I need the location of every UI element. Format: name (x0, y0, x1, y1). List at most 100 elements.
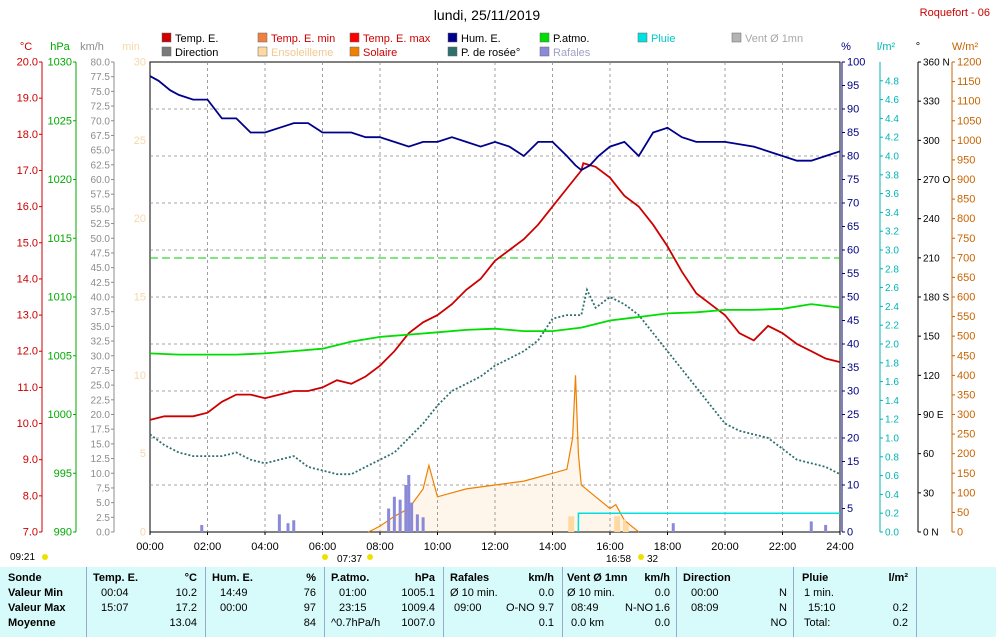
hum-min-time: 14:49 (220, 587, 248, 599)
dir-min-value: N (779, 587, 787, 599)
solar-axis-tick-label: 350 (957, 389, 975, 401)
col-gust-title: Rafales (450, 572, 490, 584)
rain-axis-tick-label: 2.4 (885, 302, 899, 313)
legend-swatch (731, 32, 742, 43)
bar-ensoleilleme (625, 524, 629, 532)
solar-axis-tick-label: 300 (957, 409, 975, 421)
bar-ensoleilleme (622, 519, 626, 532)
temp-min-value: 10.2 (175, 587, 197, 599)
wind-axis-tick-label: 35.0 (91, 322, 111, 333)
direction-axis-tick-label: 240 (923, 214, 940, 225)
rain-axis-tick-label: 0.8 (885, 452, 899, 463)
humidity-axis-tick-label: 90 (847, 104, 859, 116)
pressure-axis-tick-label: 1020 (48, 174, 72, 186)
pressure-axis-tick-label: 990 (54, 527, 72, 539)
weather-chart: lundi, 25/11/2019 Roquefort - 06 Temp. E… (10, 7, 990, 565)
rain-axis-tick-label: 3.4 (885, 208, 899, 219)
legend-swatch (637, 32, 648, 43)
table-separator (443, 567, 444, 637)
rain-axis-tick-label: 1.6 (885, 377, 899, 388)
bar-rafales (404, 485, 408, 532)
temp-axis-tick-label: 10.0 (17, 418, 38, 430)
col-temp-unit: °C (184, 572, 197, 584)
hum-average: 84 (303, 617, 316, 629)
solar-axis-tick-label: 400 (957, 370, 975, 382)
rain-axis-tick-label: 1.0 (885, 434, 899, 445)
pressure-axis-tick-label: 995 (54, 468, 72, 480)
wind-axis-tick-label: 12.5 (91, 454, 111, 465)
press-trend: ^0.7hPa/h (331, 617, 381, 629)
table-separator (324, 567, 325, 637)
solar-axis-tick-label: 0 (957, 527, 963, 539)
bar-rafales (809, 521, 813, 532)
humidity-axis-tick-label: 70 (847, 198, 859, 210)
humidity-axis-tick-label: 100 (847, 57, 865, 69)
row-sonde: Sonde (8, 572, 42, 584)
wind-max-value: 1.6 (654, 602, 670, 614)
bar-rafales (398, 499, 402, 532)
chart-title: lundi, 25/11/2019 (434, 7, 541, 23)
bar-rafales (824, 524, 828, 532)
rain-axis-tick-label: 1.2 (885, 415, 899, 426)
direction-axis-tick-label: 60 (923, 449, 935, 460)
time-axis-tick-label: 00:00 (136, 541, 164, 553)
humidity-axis-tick-label: 5 (847, 503, 853, 515)
row-min: Valeur Min (8, 587, 64, 599)
bar-rafales (415, 514, 419, 532)
humidity-axis-tick-label: 50 (847, 292, 859, 304)
col-press-title: P.atmo. (331, 572, 370, 584)
legend-swatch (539, 32, 550, 43)
legend-swatch (349, 46, 360, 57)
bar-rafales (421, 517, 425, 532)
rain-max-time: 15:10 (808, 602, 836, 614)
bar-rafales (200, 524, 204, 532)
solar-axis-tick-label: 800 (957, 213, 975, 225)
wind-axis-tick-label: 32.5 (91, 337, 111, 348)
pressure-axis-tick-label: 1030 (48, 57, 72, 69)
temp-axis-tick-label: 19.0 (17, 93, 38, 105)
legend-label: Temp. E. min (271, 33, 335, 45)
temp-axis-tick-label: 7.0 (23, 527, 38, 539)
col-hum-unit: % (306, 572, 316, 584)
time-axis-tick-label: 14:00 (539, 541, 567, 553)
dir-average: NO (770, 617, 788, 629)
time-axis-tick-label: 06:00 (309, 541, 337, 553)
col-press-unit: hPa (414, 572, 435, 584)
humidity-axis-tick-label: 65 (847, 221, 859, 233)
pressure-axis-tick-label: 1015 (48, 233, 72, 245)
direction-axis-tick-label: 300 (923, 136, 940, 147)
dir-min-time: 00:00 (691, 587, 719, 599)
wind-axis-tick-label: 17.5 (91, 425, 111, 436)
min-axis-tick-label: 5 (140, 448, 146, 460)
solar-axis-tick-label: 950 (957, 154, 975, 166)
legend-label: Temp. E. max (363, 33, 431, 45)
pressure-unit: hPa (50, 41, 70, 53)
wind-distance: 0.0 km (571, 617, 605, 629)
humidity-axis-tick-label: 85 (847, 127, 859, 139)
direction-axis-tick-label: 330 (923, 97, 940, 108)
time-axis-tick-label: 18:00 (654, 541, 682, 553)
wind-axis-tick-label: 15.0 (91, 439, 111, 450)
solar-axis-tick-label: 550 (957, 311, 975, 323)
temp-axis-tick-label: 15.0 (17, 237, 38, 249)
col-gust-unit: km/h (528, 572, 554, 584)
rain-axis-tick-label: 4.6 (885, 95, 899, 106)
direction-axis-tick-label: 210 (923, 253, 940, 264)
direction-unit: ° (916, 41, 920, 53)
humidity-axis-tick-label: 30 (847, 386, 859, 398)
col-press: P.atmo. hPa 01:00 1005.1 23:15 1009.4 ^0… (325, 567, 443, 637)
gust-min-label: Ø 10 min. (450, 587, 498, 599)
legend-label: Vent Ø 1mn (745, 33, 803, 45)
legend-label: Pluie (651, 33, 675, 45)
series-solaire (368, 375, 640, 533)
direction-axis-tick-label: 360 N (923, 58, 950, 69)
rain-axis-tick-label: 4.8 (885, 76, 899, 87)
legend-swatch (257, 46, 268, 57)
temp-axis-tick-label: 18.0 (17, 129, 38, 141)
humidity-axis-tick-label: 80 (847, 151, 859, 163)
sun-extra-label-1: 07:37 (337, 554, 362, 565)
rain-axis-tick-label: 1.4 (885, 396, 899, 407)
temp-axis-tick-label: 9.0 (23, 454, 38, 466)
time-axis-tick-label: 10:00 (424, 541, 452, 553)
humidity-axis-tick-label: 75 (847, 174, 859, 186)
